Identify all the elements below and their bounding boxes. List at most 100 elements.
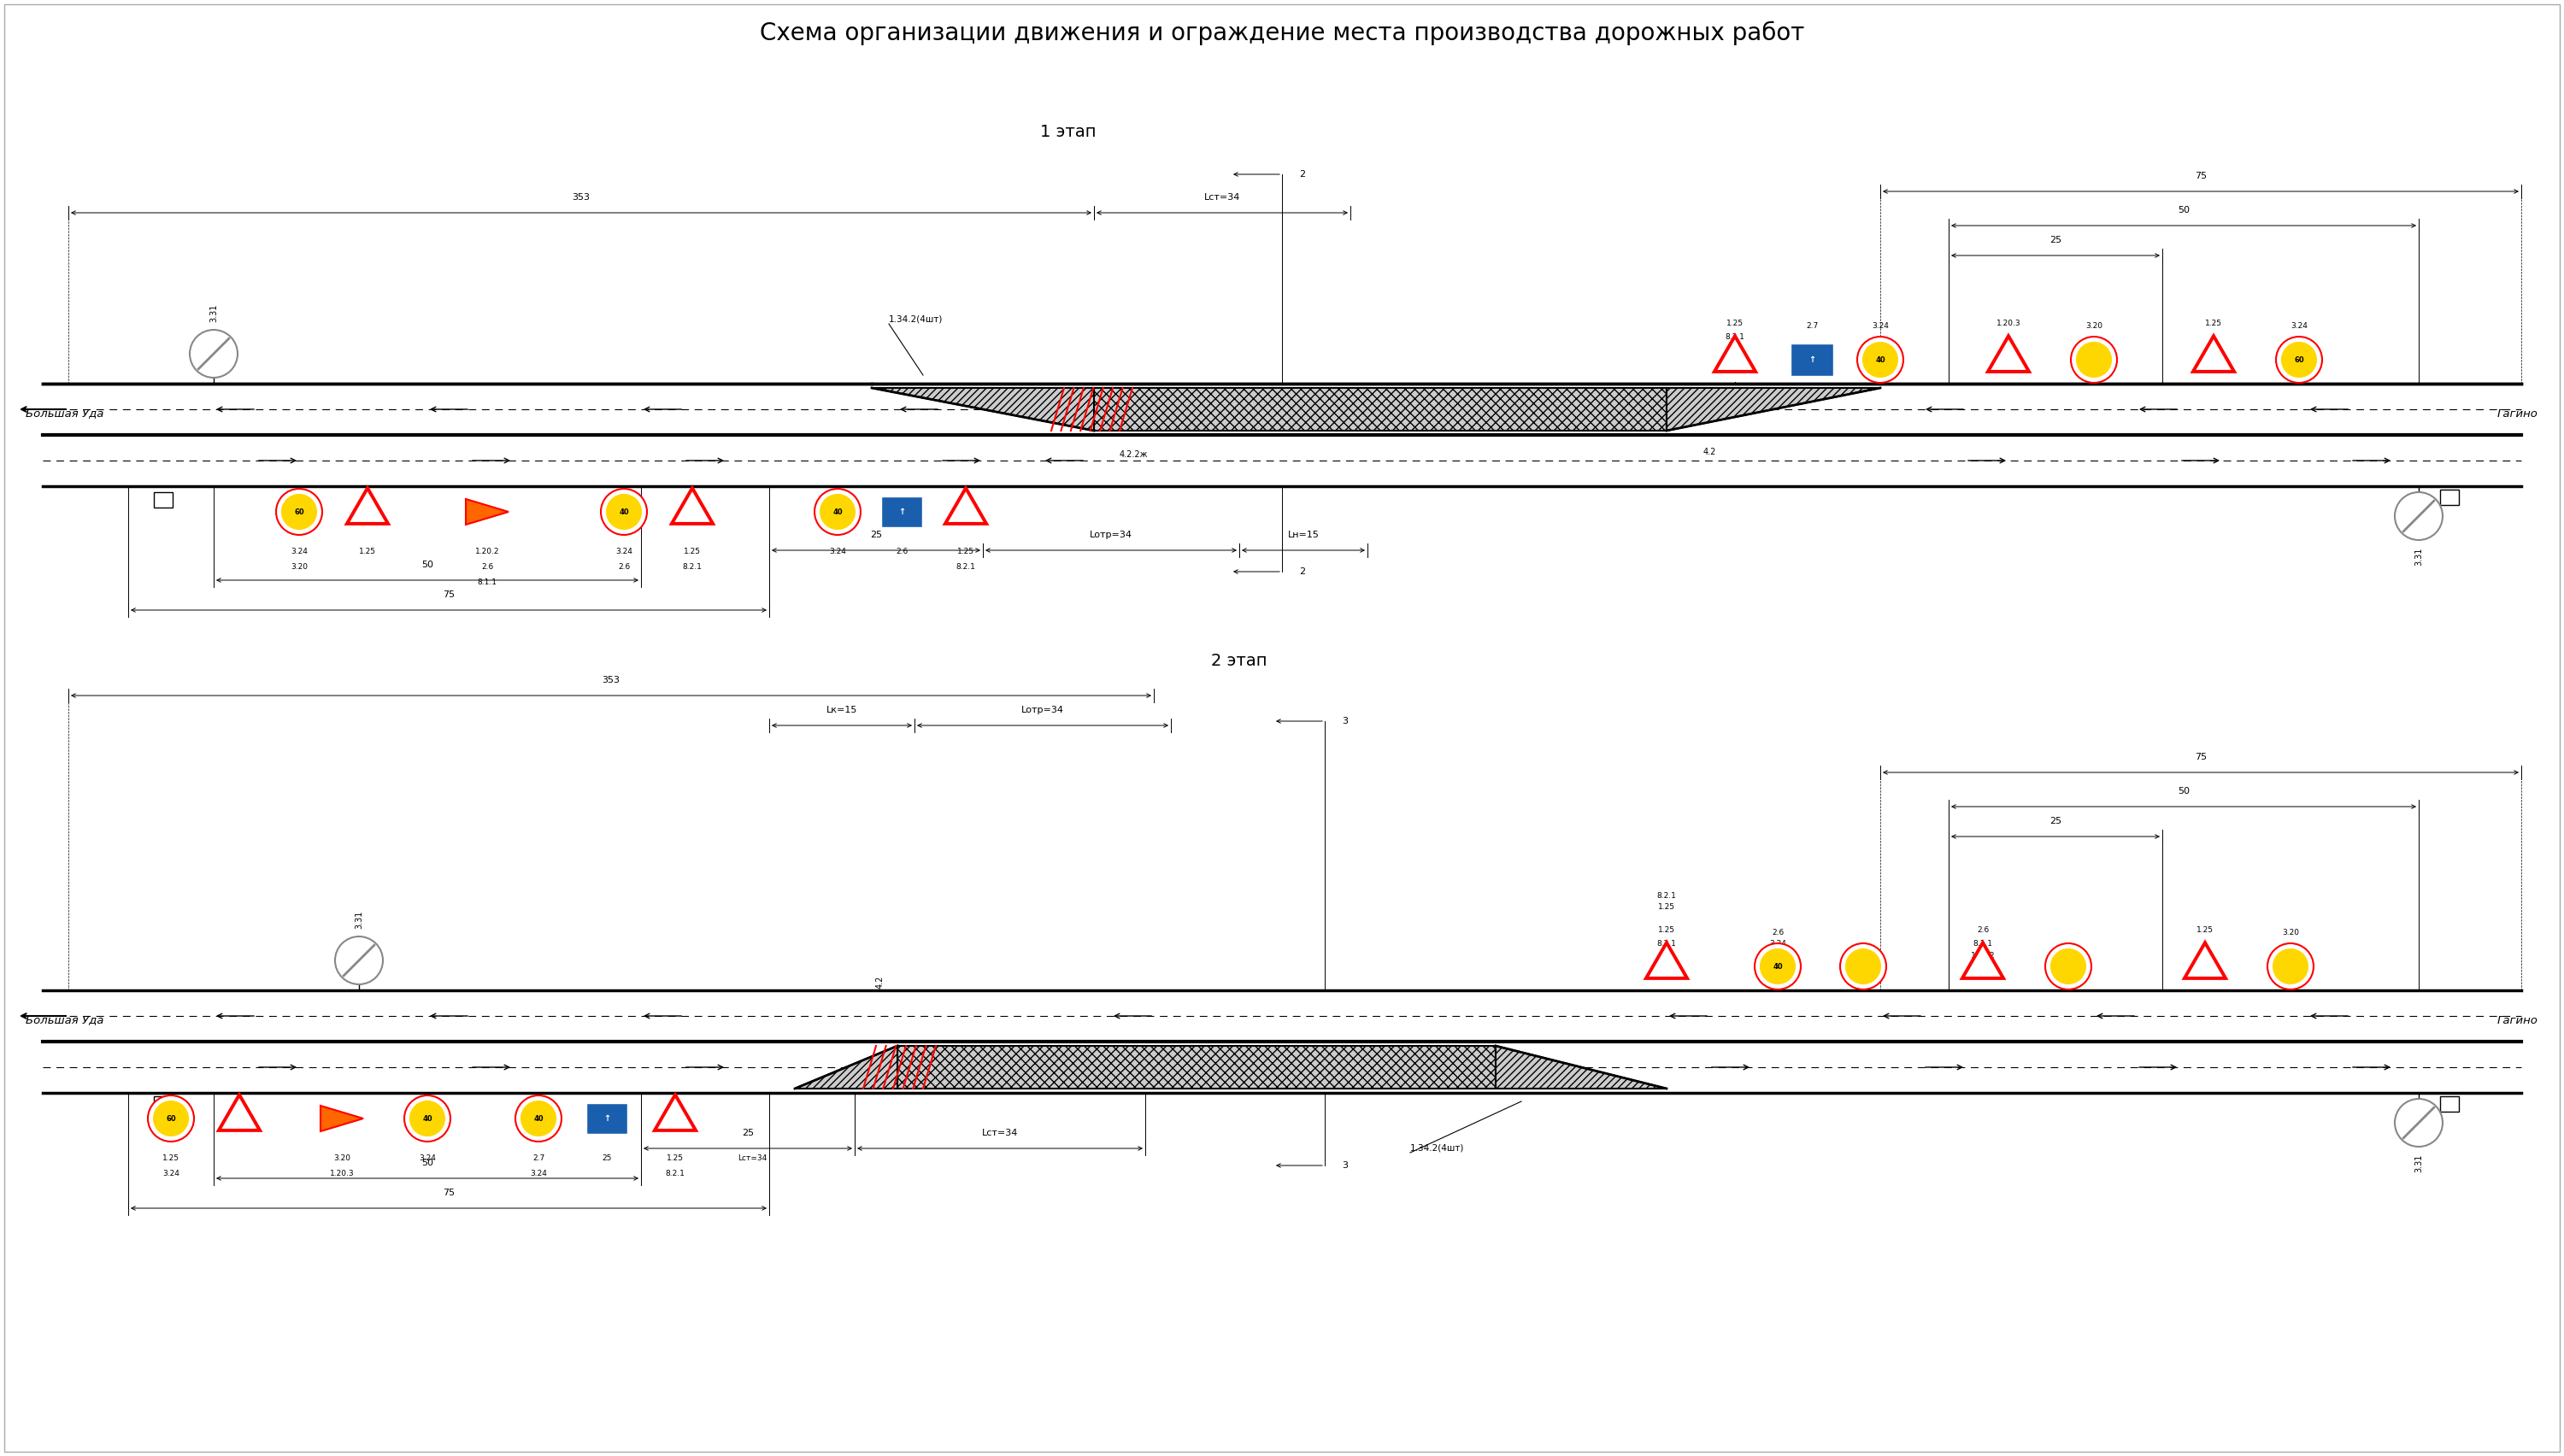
Text: 1.25: 1.25 <box>956 547 974 555</box>
Polygon shape <box>349 492 385 523</box>
Circle shape <box>520 1101 556 1137</box>
Circle shape <box>2277 336 2323 383</box>
Bar <box>882 496 923 527</box>
Text: 3.31: 3.31 <box>354 910 364 929</box>
Circle shape <box>1759 948 1795 984</box>
Circle shape <box>2267 943 2313 990</box>
Text: Lк=15: Lк=15 <box>826 706 856 715</box>
Circle shape <box>1861 342 1897 377</box>
Circle shape <box>1856 336 1902 383</box>
Text: 8.2.1: 8.2.1 <box>667 1169 685 1178</box>
Polygon shape <box>1495 1045 1667 1089</box>
Circle shape <box>2282 342 2318 377</box>
Circle shape <box>154 1101 190 1137</box>
Polygon shape <box>2187 946 2223 977</box>
Text: 3.24: 3.24 <box>162 1169 179 1178</box>
Text: 3.24: 3.24 <box>615 547 633 555</box>
Text: 1.25: 1.25 <box>162 1155 179 1162</box>
Circle shape <box>820 494 856 530</box>
Text: 1.20.2: 1.20.2 <box>474 547 500 555</box>
Polygon shape <box>669 485 715 526</box>
Text: 1 этап: 1 этап <box>1041 124 1097 140</box>
Text: 8.1.1: 8.1.1 <box>1974 941 1992 948</box>
Text: Lотр=34: Lотр=34 <box>1020 706 1064 715</box>
Text: 4.2: 4.2 <box>877 976 885 989</box>
Text: 3.24: 3.24 <box>290 547 308 555</box>
Bar <box>2441 1096 2459 1111</box>
Text: Гагино: Гагино <box>2497 408 2538 419</box>
Polygon shape <box>221 1098 256 1128</box>
Circle shape <box>515 1095 562 1142</box>
Text: Lн=15: Lн=15 <box>1287 530 1318 539</box>
Circle shape <box>1846 948 1882 984</box>
Polygon shape <box>872 387 1095 431</box>
Text: 1.25: 1.25 <box>1659 926 1674 933</box>
Bar <box>2441 489 2459 505</box>
Text: 1.34.2(4шт): 1.34.2(4шт) <box>1410 1144 1464 1153</box>
Text: 75: 75 <box>2195 753 2208 761</box>
Polygon shape <box>320 1105 364 1131</box>
Text: 40: 40 <box>618 508 628 515</box>
Text: 2 этап: 2 этап <box>1210 654 1267 670</box>
Text: 3.20: 3.20 <box>333 1155 351 1162</box>
Circle shape <box>605 494 641 530</box>
Text: 25: 25 <box>2049 817 2061 826</box>
Polygon shape <box>215 1092 262 1133</box>
Polygon shape <box>2195 339 2231 370</box>
Text: Гагино: Гагино <box>2497 1015 2538 1026</box>
Text: Схема организации движения и ограждение места производства дорожных работ: Схема организации движения и ограждение … <box>759 22 1805 45</box>
Polygon shape <box>674 492 710 523</box>
Polygon shape <box>795 1045 897 1089</box>
Polygon shape <box>1964 946 2000 977</box>
Polygon shape <box>1713 332 1759 373</box>
Text: 50: 50 <box>2177 205 2190 214</box>
Text: 3.24: 3.24 <box>531 1169 546 1178</box>
Text: 3: 3 <box>1341 1162 1349 1169</box>
Polygon shape <box>1649 946 1685 977</box>
Polygon shape <box>1667 387 1879 431</box>
Bar <box>1095 387 1667 431</box>
Circle shape <box>1754 943 1800 990</box>
Text: 8.2.1: 8.2.1 <box>1656 941 1677 948</box>
Text: 25: 25 <box>603 1155 613 1162</box>
Text: 3.20: 3.20 <box>2282 929 2300 936</box>
Polygon shape <box>344 485 390 526</box>
Bar <box>897 1045 1495 1089</box>
Circle shape <box>815 489 862 534</box>
Circle shape <box>149 1095 195 1142</box>
Text: 2: 2 <box>1300 170 1305 179</box>
Text: 2.7: 2.7 <box>533 1155 544 1162</box>
Text: 50: 50 <box>420 1159 433 1168</box>
Text: 25: 25 <box>2049 236 2061 245</box>
Text: 3.20: 3.20 <box>290 563 308 571</box>
Text: 40: 40 <box>423 1115 433 1123</box>
Text: 3.31: 3.31 <box>2415 1155 2423 1172</box>
Text: 1.25: 1.25 <box>2205 319 2223 328</box>
Text: 2.6: 2.6 <box>1977 926 1990 933</box>
Polygon shape <box>651 1092 697 1133</box>
Circle shape <box>336 936 382 984</box>
Bar <box>44 990 2520 1093</box>
Text: 75: 75 <box>2195 172 2208 181</box>
Text: 1.25: 1.25 <box>685 547 700 555</box>
Polygon shape <box>467 499 508 524</box>
Circle shape <box>2395 1099 2443 1147</box>
Text: 353: 353 <box>572 194 590 201</box>
Text: 2.6: 2.6 <box>895 547 908 555</box>
Text: 4.2.2ж: 4.2.2ж <box>1120 450 1149 459</box>
Text: 25: 25 <box>741 1128 754 1137</box>
Text: 1.34.2(4шт): 1.34.2(4шт) <box>890 316 944 323</box>
Text: 25: 25 <box>869 530 882 539</box>
Text: ↑: ↑ <box>897 508 905 515</box>
Text: 1.25: 1.25 <box>2197 926 2213 933</box>
Polygon shape <box>944 485 990 526</box>
Text: 3.20: 3.20 <box>2085 322 2102 331</box>
Text: Большая Уда: Большая Уда <box>26 1015 103 1026</box>
Text: 1.25: 1.25 <box>667 1155 685 1162</box>
Circle shape <box>2395 492 2443 540</box>
Text: 4.2ж: 4.2ж <box>1520 1054 1541 1063</box>
Polygon shape <box>1644 939 1690 980</box>
Text: 2: 2 <box>1300 568 1305 577</box>
Text: 1.20.3: 1.20.3 <box>1997 319 2020 328</box>
Text: 2.6: 2.6 <box>1772 929 1785 936</box>
